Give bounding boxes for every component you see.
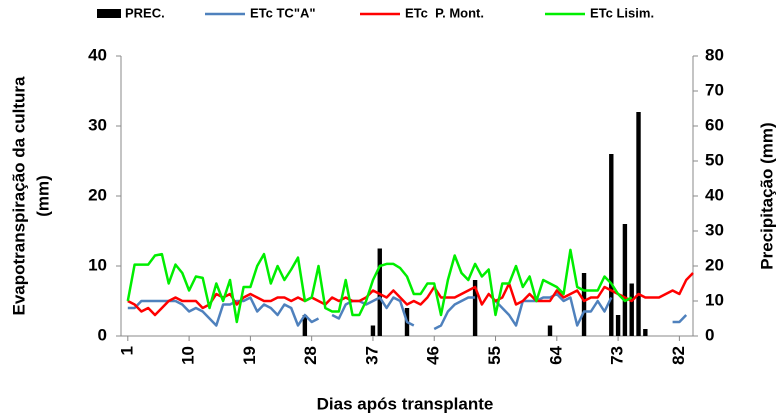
- legend-label: ETc Lisim.: [590, 5, 654, 20]
- x-axis-title: Dias após transplante: [317, 394, 494, 413]
- bar: [629, 283, 634, 336]
- x-tick-label: 1: [117, 346, 136, 355]
- bar: [370, 325, 376, 336]
- legend-label: ETc P. Mont.: [405, 5, 484, 20]
- bar: [377, 248, 382, 336]
- x-tick-label: 19: [240, 346, 259, 365]
- bar: [609, 154, 614, 336]
- bar: [547, 325, 553, 336]
- y2-tick-label: 80: [705, 45, 724, 64]
- x-tick-label: 55: [485, 346, 504, 365]
- line: [126, 248, 633, 324]
- bar: [302, 315, 308, 336]
- bar: [636, 112, 641, 336]
- x-tick-label: 82: [669, 346, 688, 365]
- x-tick-label: 73: [608, 346, 627, 365]
- y2-tick-label: 20: [705, 255, 724, 274]
- y-axis-title: (mm): [33, 175, 52, 217]
- y-axis-title: Evapotranspiração da cultura: [9, 76, 28, 316]
- bar: [581, 273, 587, 336]
- legend-swatch: [97, 9, 121, 18]
- y-tick-label: 10: [88, 255, 107, 274]
- bar: [615, 315, 621, 336]
- x-tick-label: 10: [179, 346, 198, 365]
- y2-tick-label: 50: [705, 150, 724, 169]
- y2-tick-label: 0: [705, 325, 714, 344]
- y-tick-label: 0: [98, 325, 107, 344]
- y-tick-label: 30: [88, 115, 107, 134]
- y-tick-label: 40: [88, 45, 107, 64]
- bar: [472, 280, 478, 336]
- y2-tick-label: 10: [705, 290, 724, 309]
- y2-axis-title: Precipitação (mm): [757, 122, 776, 269]
- y-tick-label: 20: [88, 185, 107, 204]
- bar: [643, 329, 648, 336]
- legend-label: ETc TC"A": [250, 5, 316, 20]
- x-tick-label: 64: [546, 345, 565, 364]
- x-tick-label: 46: [424, 346, 443, 365]
- x-tick-label: 37: [362, 346, 381, 365]
- y2-tick-label: 30: [705, 220, 724, 239]
- y2-tick-label: 60: [705, 115, 724, 134]
- x-tick-label: 28: [301, 346, 320, 365]
- legend-label: PREC.: [125, 5, 165, 20]
- y2-tick-label: 70: [705, 80, 724, 99]
- line: [127, 292, 688, 331]
- bar: [622, 224, 628, 336]
- y2-tick-label: 40: [705, 185, 724, 204]
